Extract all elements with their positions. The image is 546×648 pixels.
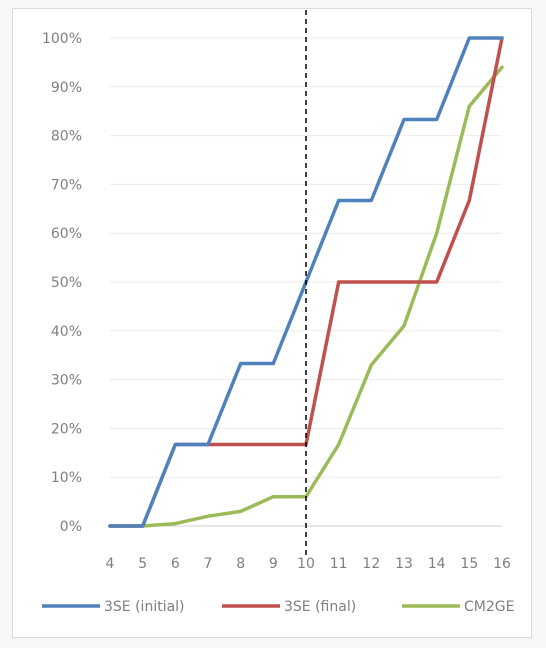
x-tick-label: 9 — [269, 556, 278, 572]
x-tick-label: 6 — [171, 556, 180, 572]
chart-frame — [12, 8, 532, 638]
x-tick-label: 10 — [297, 556, 315, 572]
y-tick-label: 90% — [51, 80, 82, 96]
y-tick-label: 0% — [60, 519, 82, 535]
y-tick-label: 50% — [51, 275, 82, 291]
x-tick-label: 12 — [362, 556, 380, 572]
y-tick-label: 60% — [51, 226, 82, 242]
x-tick-label: 16 — [493, 556, 511, 572]
legend-label: CM2GE — [464, 599, 514, 615]
y-axis-ticks: 0% 10% 20% 30% 40% 50% 60% 70% 80% 90% 100% — [42, 31, 82, 535]
y-tick-label: 10% — [51, 470, 82, 486]
y-tick-label: 20% — [51, 421, 82, 437]
legend-label: 3SE (final) — [284, 599, 356, 615]
x-tick-label: 11 — [330, 556, 348, 572]
x-tick-label: 14 — [428, 556, 446, 572]
x-tick-label: 13 — [395, 556, 413, 572]
y-tick-label: 70% — [51, 177, 82, 193]
legend-label: 3SE (initial) — [104, 599, 185, 615]
x-tick-label: 5 — [138, 556, 147, 572]
x-axis-ticks: 4 5 6 7 8 9 10 11 12 13 14 15 16 — [106, 556, 511, 572]
y-tick-label: 100% — [42, 31, 82, 47]
y-tick-label: 40% — [51, 324, 82, 340]
x-tick-label: 7 — [204, 556, 213, 572]
x-tick-label: 15 — [460, 556, 478, 572]
x-tick-label: 4 — [106, 556, 115, 572]
legend: 3SE (initial) 3SE (final) CM2GE — [42, 599, 514, 615]
y-tick-label: 30% — [51, 373, 82, 389]
x-tick-label: 8 — [236, 556, 245, 572]
y-tick-label: 80% — [51, 129, 82, 145]
